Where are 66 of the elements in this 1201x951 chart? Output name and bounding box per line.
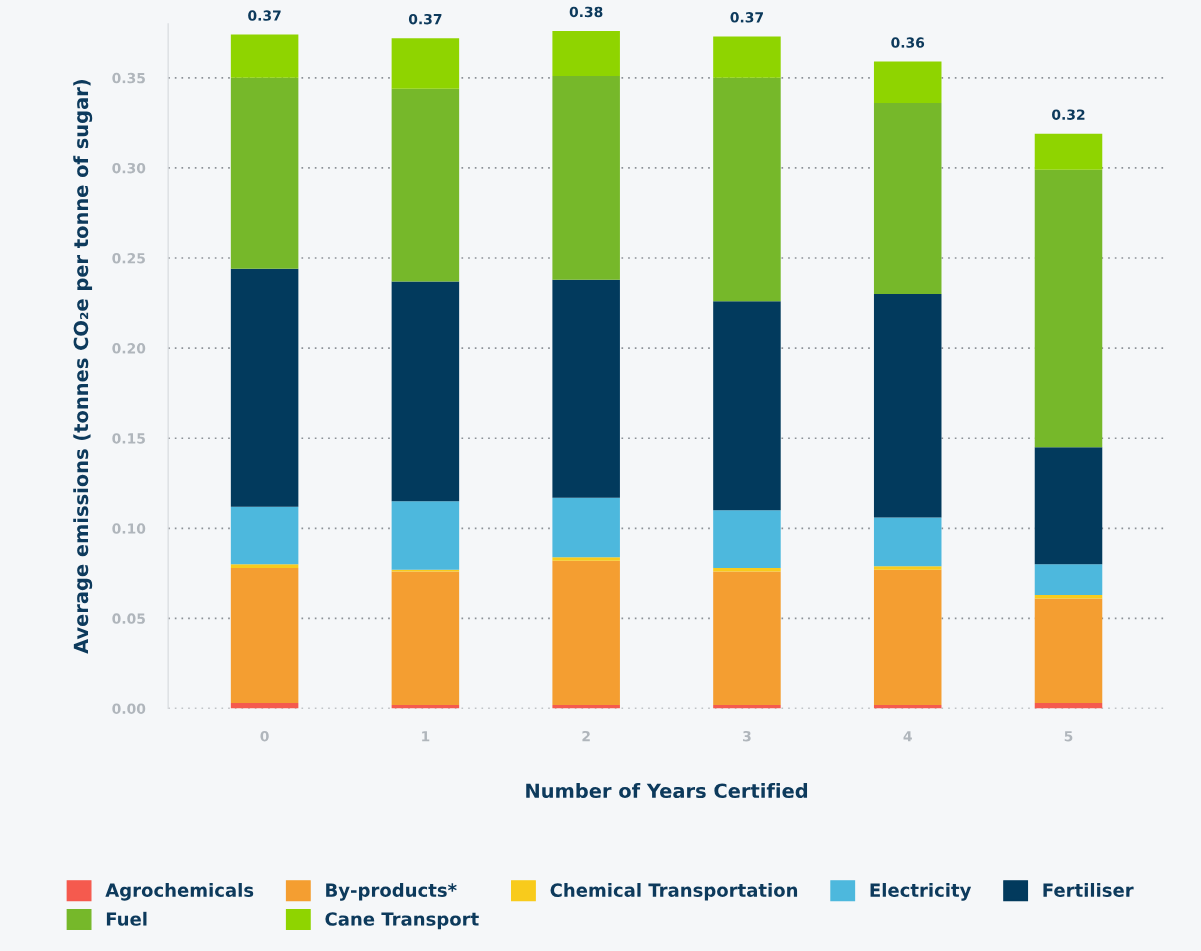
bar — [552, 497, 620, 558]
bar — [552, 30, 620, 77]
bar — [873, 569, 942, 705]
bar — [873, 566, 942, 570]
total-label: 0.38 — [569, 6, 603, 18]
bar — [230, 268, 299, 507]
bar — [713, 36, 781, 78]
bar — [1034, 564, 1103, 595]
total-label: 0.37 — [408, 13, 442, 25]
y-tick-label: 0.15 — [112, 433, 145, 444]
x-tick-label: 3 — [743, 730, 751, 742]
y-tick-label: 0.10 — [112, 523, 146, 534]
bar — [713, 510, 781, 568]
bar — [391, 571, 460, 705]
bar — [713, 571, 781, 705]
bar — [1034, 598, 1103, 704]
x-tick-label: 2 — [582, 730, 590, 742]
bar — [391, 38, 460, 89]
legend-label: Fertiliser — [1043, 883, 1134, 897]
bar — [1034, 169, 1103, 448]
legend-label: Cane Transport — [325, 912, 479, 930]
y-axis-title: Average emissions (tonnes CO₂e per tonne of sugar) — [73, 80, 93, 654]
y-tick-label: 0.00 — [112, 703, 146, 714]
y-tick-label: 0.20 — [112, 343, 146, 354]
bar — [873, 61, 942, 104]
total-label: 0.36 — [891, 37, 925, 48]
bar — [873, 294, 942, 518]
bar — [230, 703, 299, 709]
bar — [873, 103, 942, 295]
bar — [230, 567, 299, 704]
bar — [230, 77, 299, 269]
bar — [713, 77, 781, 302]
legend-label: Electricity — [870, 883, 972, 901]
y-tick-label: 0.30 — [112, 162, 146, 174]
total-label: 0.32 — [1052, 109, 1085, 120]
y-tick-label: 0.35 — [112, 72, 145, 84]
bar — [1034, 594, 1103, 599]
x-tick-label: 4 — [903, 731, 912, 742]
total-label: 0.37 — [730, 12, 763, 23]
x-tick-label: 0 — [260, 730, 269, 742]
legend-label: Fuel — [106, 911, 147, 926]
bar — [391, 88, 460, 282]
y-tick-label: 0.05 — [112, 613, 145, 624]
legend-label: By-products* — [326, 883, 457, 901]
bar — [552, 279, 620, 498]
bar — [713, 301, 781, 511]
bar — [552, 560, 620, 705]
bar — [1034, 703, 1103, 709]
bar — [1034, 447, 1103, 565]
bar — [713, 567, 781, 572]
bar — [391, 281, 460, 502]
x-tick-label: 1 — [422, 731, 430, 742]
y-tick-label: 0.25 — [112, 252, 145, 264]
bar — [873, 517, 942, 567]
bar — [552, 76, 620, 280]
legend-label: Agrochemicals — [105, 883, 254, 901]
bar — [230, 34, 299, 78]
bar — [230, 506, 299, 565]
x-tick-label: 5 — [1064, 731, 1073, 742]
bar — [552, 557, 620, 561]
legend-label: Chemical Transportation — [550, 883, 798, 901]
bar — [230, 564, 299, 568]
total-label: 0.37 — [248, 10, 281, 21]
x-axis-title: Number of Years Certified — [526, 783, 808, 799]
bar — [391, 501, 460, 570]
bar — [1034, 133, 1103, 170]
